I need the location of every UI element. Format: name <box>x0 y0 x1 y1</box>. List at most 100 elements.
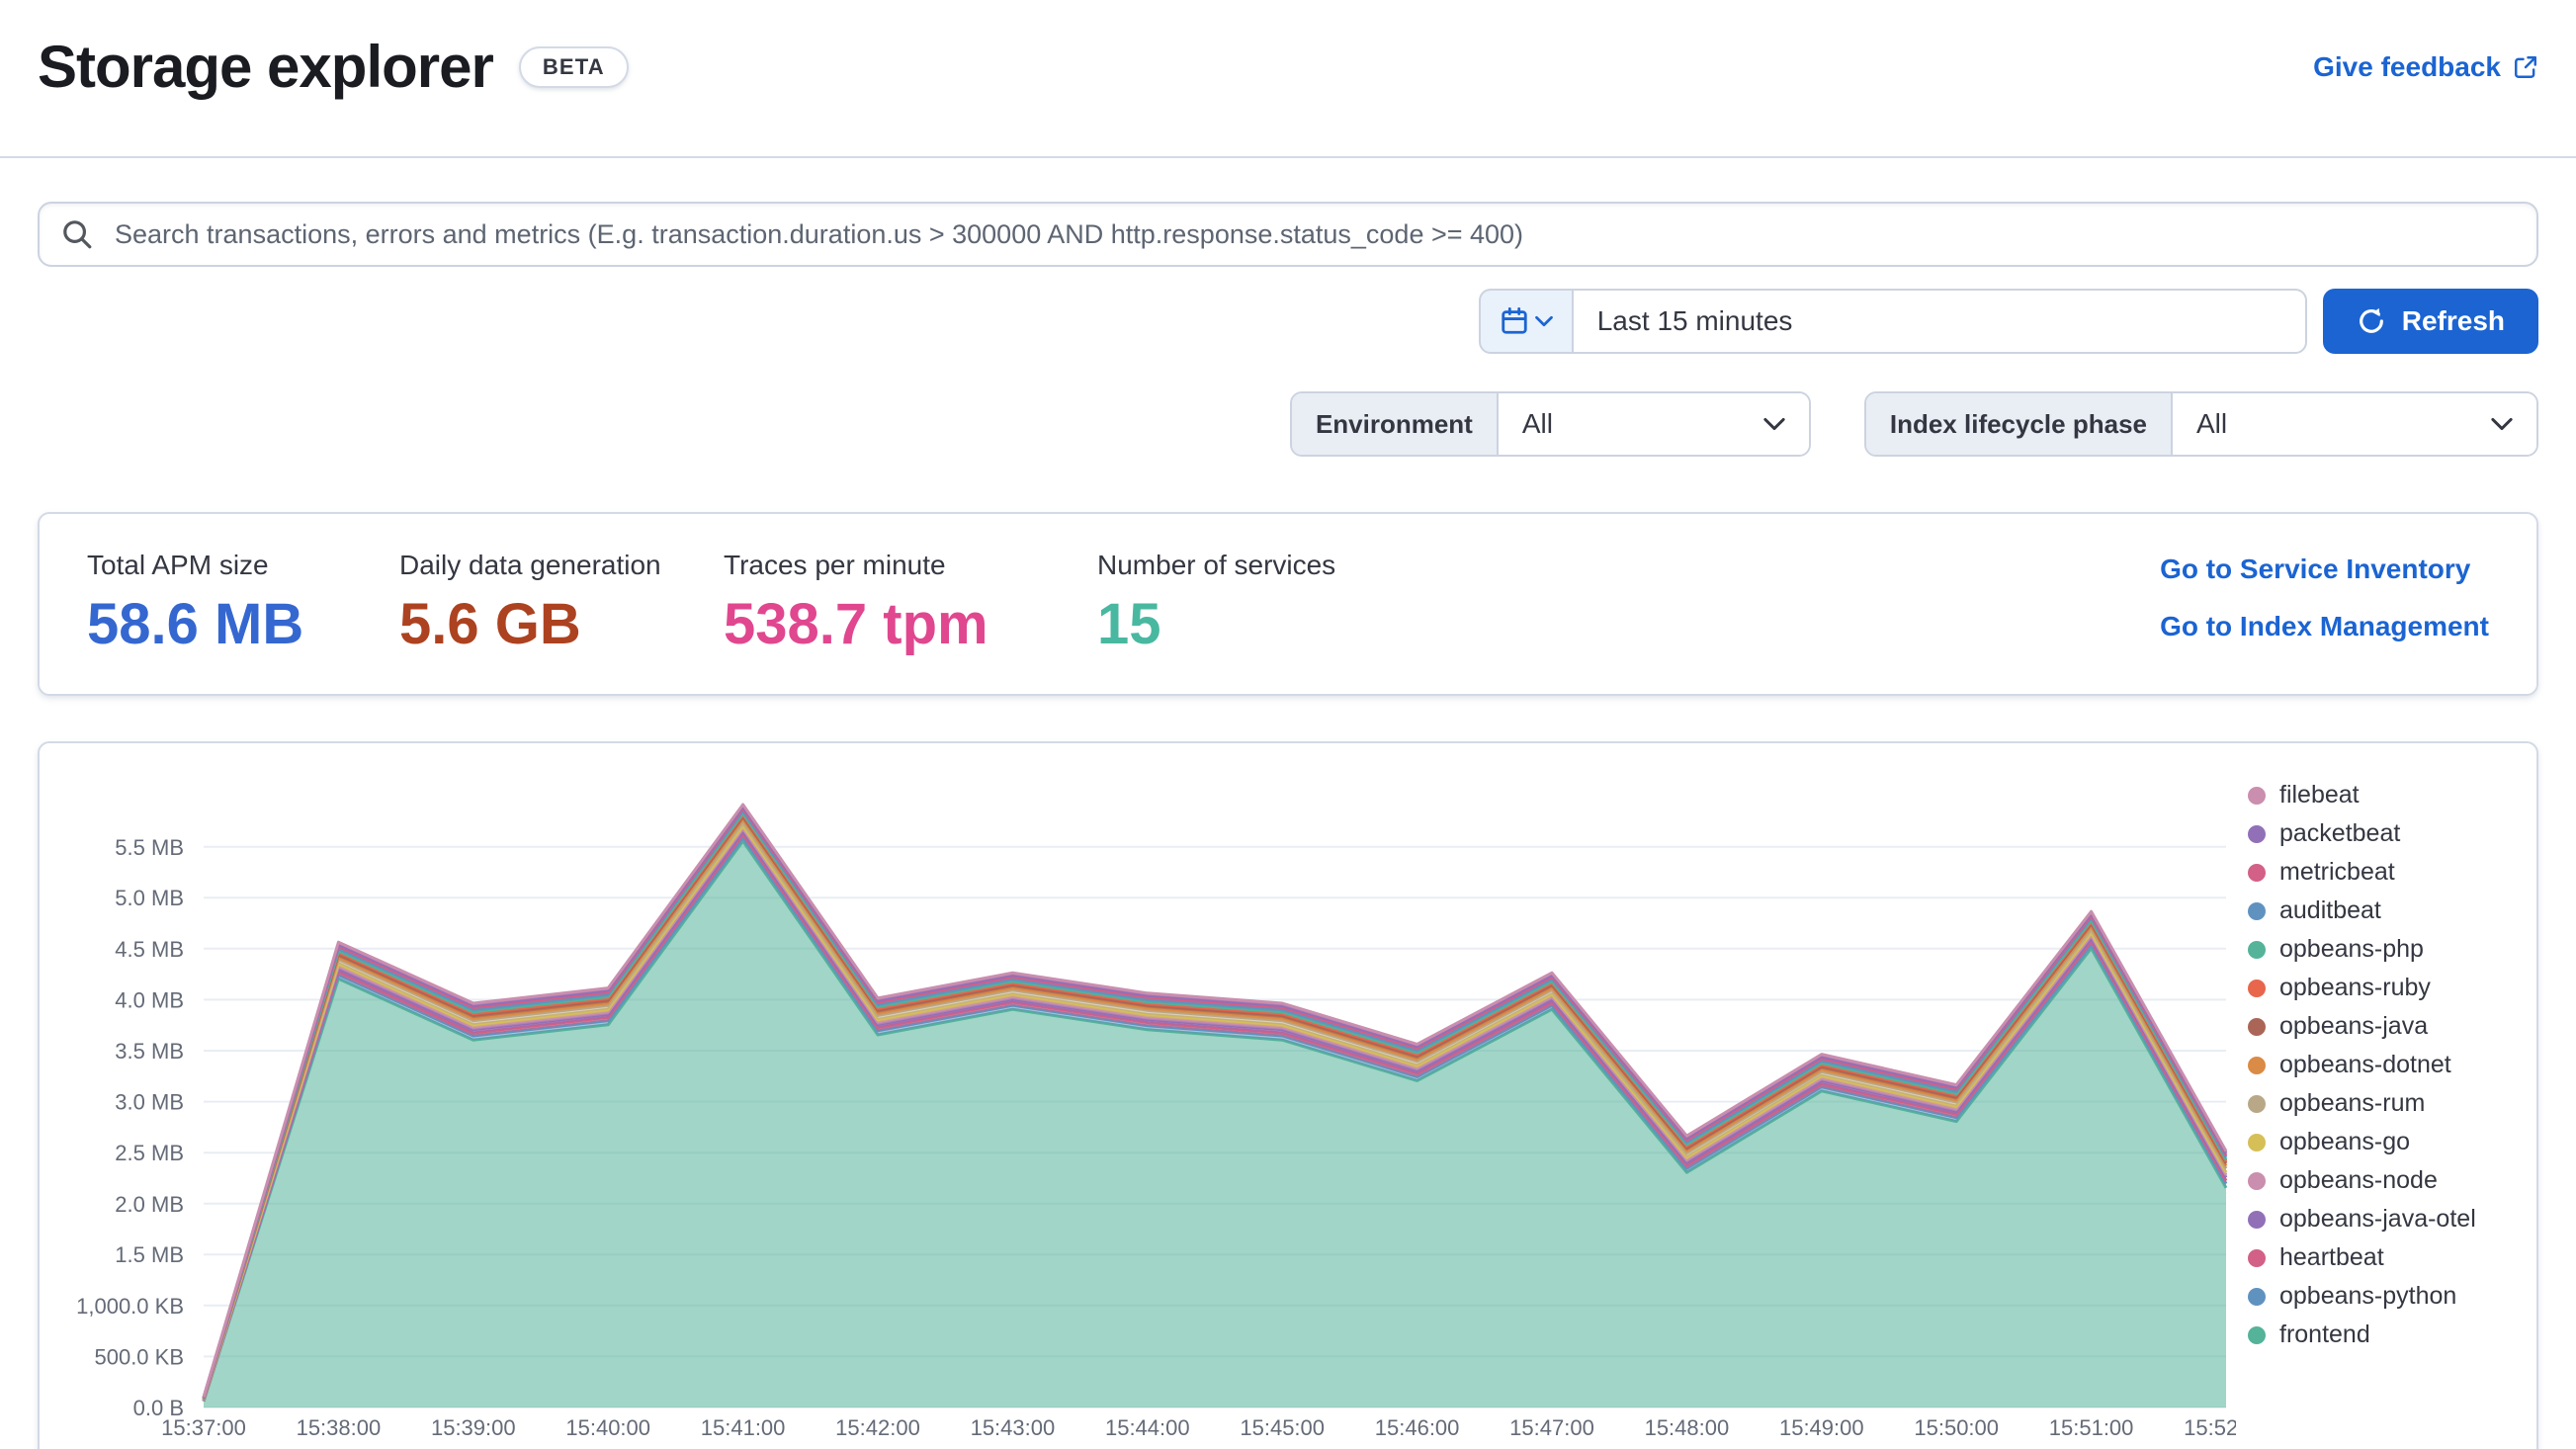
date-range-value: Last 15 minutes <box>1596 305 1793 336</box>
legend-color-dot <box>2248 1094 2266 1113</box>
search-input[interactable] <box>111 216 2515 252</box>
legend-item[interactable]: filebeat <box>2248 783 2505 808</box>
beta-badge: BETA <box>518 46 629 88</box>
legend-label: opbeans-php <box>2279 935 2424 963</box>
storage-timeseries-chart[interactable]: 0.0 B 500.0 KB 1,000.0 KB 1.5 MB 2.0 MB 2.5 M… <box>71 775 2236 1447</box>
stat-total-apm-size: Total APM size 58.6 MB <box>87 548 399 656</box>
chart-panel: 0.0 B 500.0 KB 1,000.0 KB 1.5 MB 2.0 MB 2.5 M… <box>38 741 2538 1449</box>
search-bar[interactable] <box>38 202 2538 267</box>
svg-text:4.0 MB: 4.0 MB <box>115 987 184 1012</box>
chevron-down-icon <box>1534 315 1553 327</box>
stat-value: 538.7 tpm <box>724 592 988 656</box>
svg-text:15:50:00: 15:50:00 <box>1914 1415 1999 1440</box>
svg-text:15:39:00: 15:39:00 <box>431 1415 516 1440</box>
svg-text:1.5 MB: 1.5 MB <box>115 1242 184 1267</box>
date-range-input[interactable]: Last 15 minutes <box>1571 289 2307 354</box>
calendar-icon <box>1500 306 1529 336</box>
svg-text:15:40:00: 15:40:00 <box>565 1415 650 1440</box>
svg-text:1,000.0 KB: 1,000.0 KB <box>76 1294 184 1319</box>
legend-color-dot <box>2248 1017 2266 1036</box>
legend-color-dot <box>2248 940 2266 959</box>
legend-label: opbeans-node <box>2279 1166 2438 1194</box>
summary-panel: Total APM size 58.6 MB Daily data genera… <box>38 512 2538 696</box>
legend-item[interactable]: opbeans-python <box>2248 1284 2505 1309</box>
svg-text:500.0 KB: 500.0 KB <box>94 1344 184 1369</box>
legend-color-dot <box>2248 786 2266 805</box>
legend-item[interactable]: opbeans-dotnet <box>2248 1053 2505 1077</box>
stat-label: Daily data generation <box>399 550 661 580</box>
legend-item[interactable]: frontend <box>2248 1322 2505 1347</box>
datepicker-row: Last 15 minutes Refresh <box>38 289 2538 354</box>
legend-item[interactable]: auditbeat <box>2248 898 2505 923</box>
svg-text:3.0 MB: 3.0 MB <box>115 1090 184 1115</box>
page-title: Storage explorer <box>38 34 494 100</box>
date-quick-select-button[interactable] <box>1478 289 1572 354</box>
svg-text:15:42:00: 15:42:00 <box>835 1415 920 1440</box>
index-lifecycle-select[interactable]: All <box>2173 393 2536 455</box>
legend-color-dot <box>2248 1287 2266 1306</box>
legend-item[interactable]: opbeans-go <box>2248 1130 2505 1154</box>
legend-label: filebeat <box>2279 781 2360 809</box>
legend-color-dot <box>2248 901 2266 920</box>
header-divider <box>0 156 2576 158</box>
svg-text:4.5 MB: 4.5 MB <box>115 937 184 962</box>
legend-item[interactable]: heartbeat <box>2248 1245 2505 1270</box>
filters-row: Environment All Index lifecycle phase Al… <box>38 391 2538 457</box>
environment-select-value: All <box>1521 408 1553 439</box>
legend-item[interactable]: packetbeat <box>2248 821 2505 846</box>
index-lifecycle-filter: Index lifecycle phase All <box>1863 391 2538 457</box>
go-to-service-inventory-link[interactable]: Go to Service Inventory <box>2160 554 2471 584</box>
legend-item[interactable]: metricbeat <box>2248 860 2505 885</box>
give-feedback-link[interactable]: Give feedback <box>2313 51 2538 83</box>
legend-label: metricbeat <box>2279 858 2395 886</box>
legend-color-dot <box>2248 1325 2266 1344</box>
svg-text:15:41:00: 15:41:00 <box>701 1415 786 1440</box>
legend-item[interactable]: opbeans-java <box>2248 1014 2505 1039</box>
svg-text:0.0 B: 0.0 B <box>133 1396 184 1420</box>
refresh-label: Refresh <box>2401 305 2505 336</box>
index-lifecycle-filter-label: Index lifecycle phase <box>1865 393 2173 455</box>
page-header: Storage explorer BETA Give feedback <box>0 0 2576 103</box>
environment-select[interactable]: All <box>1498 393 1809 455</box>
legend-label: opbeans-python <box>2279 1282 2457 1310</box>
stat-value: 5.6 GB <box>399 592 581 656</box>
chevron-down-icon <box>1763 417 1785 431</box>
legend-color-dot <box>2248 1133 2266 1151</box>
legend-item[interactable]: opbeans-php <box>2248 937 2505 962</box>
svg-text:15:48:00: 15:48:00 <box>1645 1415 1730 1440</box>
svg-text:2.5 MB: 2.5 MB <box>115 1141 184 1165</box>
search-icon <box>61 218 93 250</box>
stat-label: Total APM size <box>87 550 269 580</box>
legend-label: opbeans-rum <box>2279 1089 2426 1117</box>
legend-label: opbeans-ruby <box>2279 974 2431 1001</box>
legend-item[interactable]: opbeans-ruby <box>2248 976 2505 1000</box>
legend-color-dot <box>2248 1210 2266 1229</box>
stat-label: Number of services <box>1097 550 1336 580</box>
svg-text:5.0 MB: 5.0 MB <box>115 886 184 910</box>
legend-label: opbeans-dotnet <box>2279 1051 2451 1078</box>
svg-text:15:37:00: 15:37:00 <box>161 1415 246 1440</box>
stat-value: 58.6 MB <box>87 592 304 656</box>
legend-item[interactable]: opbeans-java-otel <box>2248 1207 2505 1232</box>
go-to-index-management-link[interactable]: Go to Index Management <box>2160 611 2489 641</box>
refresh-icon <box>2357 306 2386 336</box>
svg-text:3.5 MB: 3.5 MB <box>115 1039 184 1064</box>
svg-text:15:45:00: 15:45:00 <box>1240 1415 1325 1440</box>
legend-color-dot <box>2248 1248 2266 1267</box>
legend-item[interactable]: opbeans-node <box>2248 1168 2505 1193</box>
svg-text:15:49:00: 15:49:00 <box>1779 1415 1864 1440</box>
legend-color-dot <box>2248 1171 2266 1190</box>
legend-label: auditbeat <box>2279 896 2381 924</box>
refresh-button[interactable]: Refresh <box>2322 289 2538 354</box>
give-feedback-label: Give feedback <box>2313 51 2501 82</box>
chart-legend: filebeat packetbeat metricbeat auditbeat opb… <box>2248 783 2505 1449</box>
legend-label: frontend <box>2279 1321 2370 1348</box>
legend-color-dot <box>2248 1056 2266 1074</box>
legend-label: opbeans-java <box>2279 1012 2429 1040</box>
svg-text:5.5 MB: 5.5 MB <box>115 835 184 860</box>
stat-daily-data-generation: Daily data generation 5.6 GB <box>399 548 724 656</box>
legend-item[interactable]: opbeans-rum <box>2248 1091 2505 1116</box>
legend-label: packetbeat <box>2279 819 2401 847</box>
svg-text:15:38:00: 15:38:00 <box>297 1415 382 1440</box>
